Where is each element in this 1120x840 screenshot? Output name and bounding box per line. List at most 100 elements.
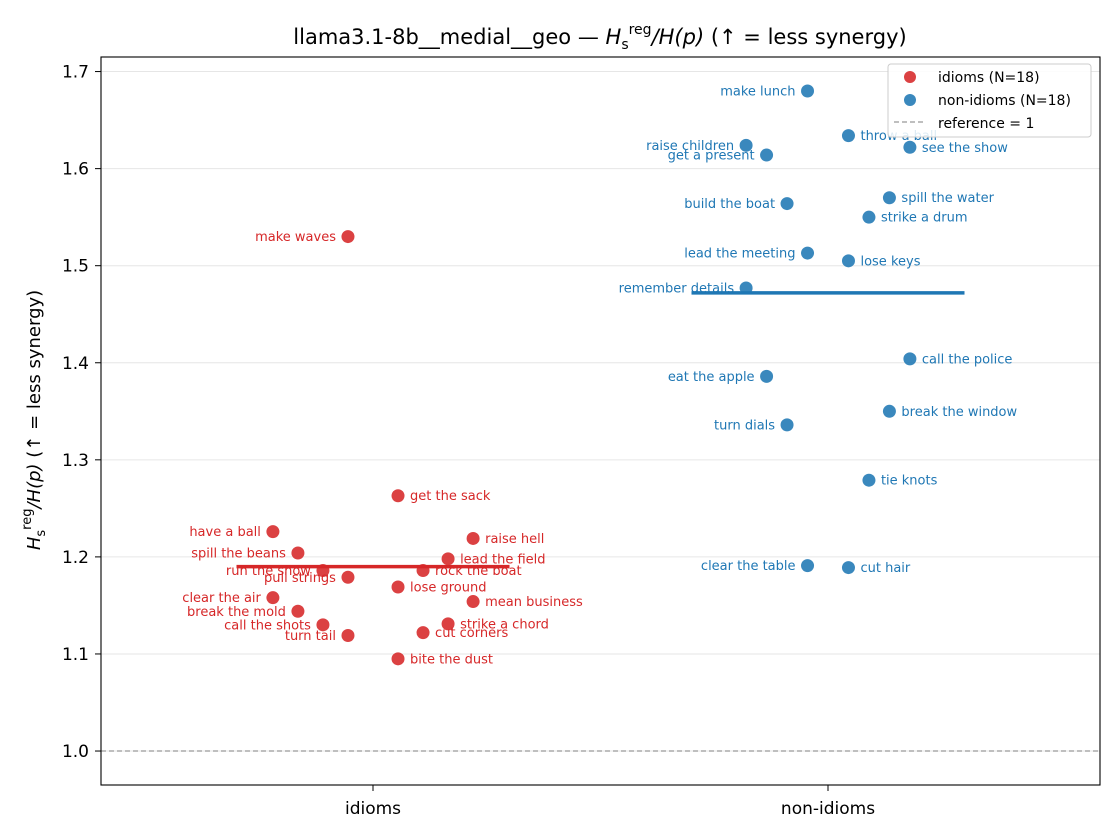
y-tick-label: 1.0 <box>62 742 89 762</box>
point-label: rock the boat <box>435 564 522 579</box>
point-labels: make waves get the sack have a ball raise h… <box>182 84 1017 667</box>
y-tick-label: 1.7 <box>62 63 89 83</box>
point-label: make lunch <box>720 84 795 99</box>
point-label: build the boat <box>684 197 775 212</box>
point-label: turn dials <box>714 418 775 433</box>
point-label: call the police <box>922 352 1013 367</box>
y-axis-label: Hsreg/H(p) (↑ = less synergy) <box>20 290 49 550</box>
mean-lines <box>236 291 965 569</box>
legend-label-non-idioms: non-idioms (N=18) <box>938 93 1071 109</box>
data-point <box>291 604 305 618</box>
point-label: lose ground <box>410 580 486 595</box>
data-point <box>466 595 480 609</box>
y-tick-label: 1.6 <box>62 160 89 180</box>
data-point <box>266 591 280 605</box>
point-label: lead the field <box>460 552 545 567</box>
data-point <box>841 561 855 575</box>
point-label: have a ball <box>189 525 261 540</box>
point-label: raise children <box>646 139 734 154</box>
data-point <box>801 84 815 98</box>
data-point <box>341 230 355 244</box>
point-label: get a present <box>668 149 755 164</box>
data-point <box>882 404 896 418</box>
legend: idioms (N=18) non-idioms (N=18) referenc… <box>887 63 1092 138</box>
data-point <box>862 210 876 224</box>
data-point <box>903 352 917 366</box>
point-label: see the show <box>922 141 1008 156</box>
data-point <box>760 148 774 162</box>
y-tick-label: 1.3 <box>62 451 89 471</box>
plot-frame <box>100 56 1101 786</box>
point-label: break the window <box>901 405 1017 420</box>
point-label: get the sack <box>410 489 491 504</box>
point-label: mean business <box>485 595 583 610</box>
data-point <box>801 559 815 573</box>
point-label: tie knots <box>881 474 938 489</box>
point-label: remember details <box>619 282 735 297</box>
data-point <box>780 197 794 211</box>
x-tick-label-idioms: idioms <box>345 799 401 819</box>
data-point <box>266 525 280 539</box>
chart-title: llama3.1-8b__medial__geo — Hsreg/H(p) (↑… <box>293 22 906 53</box>
point-label: spill the water <box>901 191 994 206</box>
data-point <box>760 369 774 383</box>
data-point <box>291 546 305 560</box>
data-point <box>341 570 355 584</box>
legend-box <box>887 63 1092 138</box>
point-label: turn tail <box>285 629 336 644</box>
point-label: cut corners <box>435 626 508 641</box>
data-point <box>441 617 455 631</box>
data-point <box>341 629 355 643</box>
data-point <box>780 418 794 432</box>
y-tick-label: 1.4 <box>62 354 89 374</box>
point-label: strike a drum <box>881 211 968 226</box>
data-point <box>391 652 405 666</box>
point-label: call the shots <box>224 618 311 633</box>
y-axis-ticks: 1.0 1.1 1.2 1.3 1.4 1.5 1.6 1.7 <box>62 63 101 762</box>
data-point <box>739 281 753 295</box>
data-point <box>416 563 430 577</box>
y-tick-label: 1.2 <box>62 548 89 568</box>
data-point <box>441 552 455 566</box>
data-point <box>841 129 855 143</box>
point-label: spill the beans <box>191 547 286 562</box>
data-point <box>391 580 405 594</box>
point-label: cut hair <box>860 561 910 576</box>
svg-text:Hsreg/H(p) (↑ = less synergy): Hsreg/H(p) (↑ = less synergy) <box>20 290 49 550</box>
data-point <box>466 531 480 545</box>
point-label: lose keys <box>860 254 920 269</box>
point-label: eat the apple <box>668 370 755 385</box>
legend-label-reference: reference = 1 <box>938 116 1034 132</box>
point-label: clear the air <box>182 591 261 606</box>
data-point <box>391 489 405 503</box>
y-tick-label: 1.5 <box>62 257 89 277</box>
data-point <box>862 473 876 487</box>
data-point <box>841 254 855 268</box>
legend-marker-non-idioms <box>904 94 916 106</box>
point-label: bite the dust <box>410 652 493 667</box>
data-point <box>801 246 815 260</box>
data-point <box>316 618 330 632</box>
data-point <box>882 191 896 205</box>
point-label: lead the meeting <box>684 247 795 262</box>
point-label: make waves <box>255 230 336 245</box>
data-point <box>416 626 430 640</box>
legend-label-idioms: idioms (N=18) <box>938 70 1040 86</box>
data-point <box>903 140 917 154</box>
y-tick-label: 1.1 <box>62 645 89 665</box>
x-tick-label-non-idioms: non-idioms <box>781 799 875 819</box>
legend-marker-idioms <box>904 71 916 83</box>
grid-lines <box>101 71 1100 752</box>
point-label: raise hell <box>485 532 544 547</box>
point-label: strike a chord <box>460 617 549 632</box>
point-label: clear the table <box>701 559 796 574</box>
x-axis-ticks: idioms non-idioms <box>345 785 875 819</box>
point-label: pull strings <box>264 571 336 586</box>
point-label: break the mold <box>187 605 286 620</box>
data-points <box>266 84 917 666</box>
data-point <box>739 138 753 152</box>
point-label: run the show <box>226 564 311 579</box>
